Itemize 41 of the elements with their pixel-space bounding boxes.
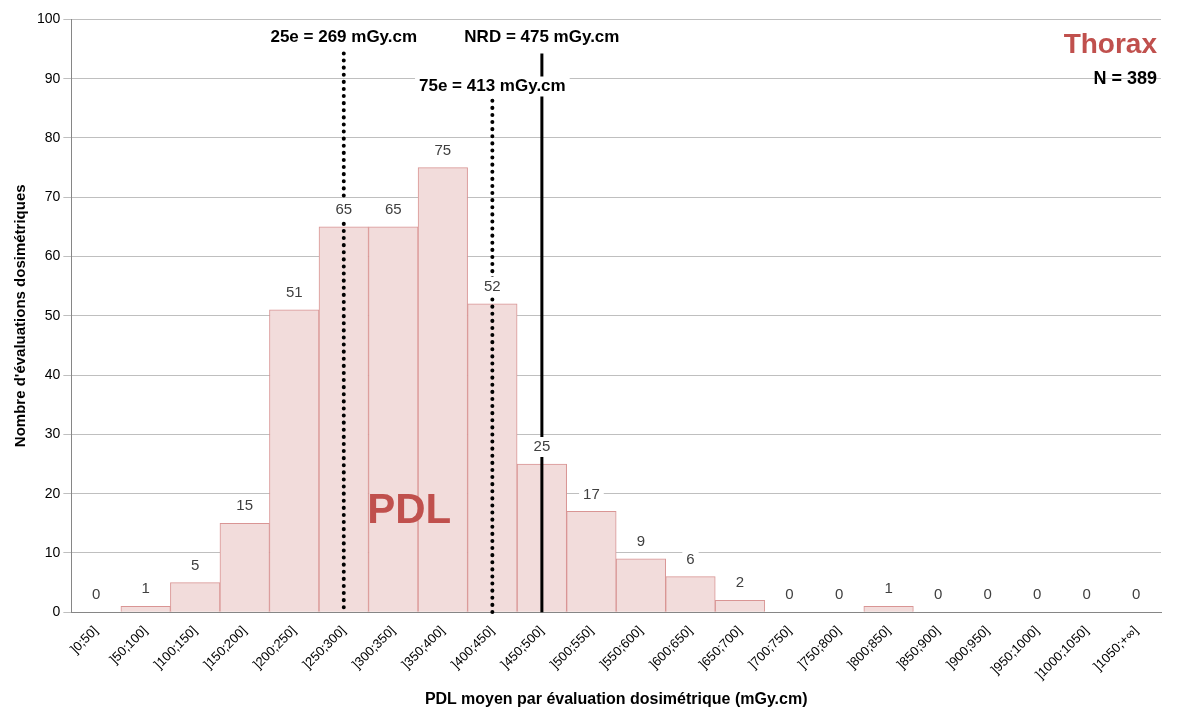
annotation: PDL bbox=[367, 485, 452, 533]
data-label: 25 bbox=[533, 437, 551, 455]
data-label: 0 bbox=[1033, 585, 1042, 603]
data-label: 17 bbox=[583, 484, 600, 502]
y-tick-label: 100 bbox=[37, 10, 61, 27]
ref-line-label: NRD = 475 mGy.cm bbox=[464, 27, 620, 47]
y-tick-label: 0 bbox=[52, 603, 61, 620]
annotation: N = 389 bbox=[1093, 68, 1157, 89]
y-tick-label: 40 bbox=[44, 365, 61, 382]
data-label: 0 bbox=[785, 585, 794, 603]
ref-line-label: 25e = 269 mGy.cm bbox=[270, 27, 418, 47]
data-label: 0 bbox=[91, 585, 101, 603]
data-label: 15 bbox=[236, 496, 254, 514]
data-label: 0 bbox=[1082, 585, 1091, 603]
data-label: 51 bbox=[285, 283, 303, 301]
y-tick-label: 10 bbox=[44, 543, 61, 560]
data-label: 0 bbox=[933, 585, 943, 603]
x-axis-title: PDL moyen par évaluation dosimétrique (mGy.cm) bbox=[424, 689, 808, 707]
data-label: 75 bbox=[434, 140, 452, 158]
data-label: 2 bbox=[735, 573, 745, 591]
data-label: 9 bbox=[636, 532, 646, 549]
y-tick-label: 70 bbox=[44, 188, 61, 205]
y-tick-label: 60 bbox=[44, 247, 61, 264]
data-label: 0 bbox=[834, 585, 844, 603]
data-label: 5 bbox=[191, 555, 200, 573]
y-tick-label: 80 bbox=[44, 128, 61, 145]
data-label: 0 bbox=[983, 585, 992, 603]
data-label: 65 bbox=[384, 200, 402, 218]
data-label: 0 bbox=[1132, 585, 1141, 603]
y-tick-label: 30 bbox=[44, 425, 61, 442]
data-label: 6 bbox=[686, 549, 695, 567]
ref-line-label: 75e = 413 mGy.cm bbox=[419, 76, 566, 96]
annotation: Thorax bbox=[1063, 28, 1158, 60]
y-axis-title: Nombre d'évaluations dosimétriques bbox=[11, 184, 29, 448]
data-label: 52 bbox=[484, 277, 501, 295]
data-label: 65 bbox=[335, 200, 353, 218]
y-tick-label: 90 bbox=[44, 69, 61, 86]
data-label: 1 bbox=[884, 579, 893, 597]
data-label: 1 bbox=[141, 579, 150, 597]
y-tick-label: 50 bbox=[44, 306, 61, 323]
y-tick-label: 20 bbox=[44, 484, 61, 501]
